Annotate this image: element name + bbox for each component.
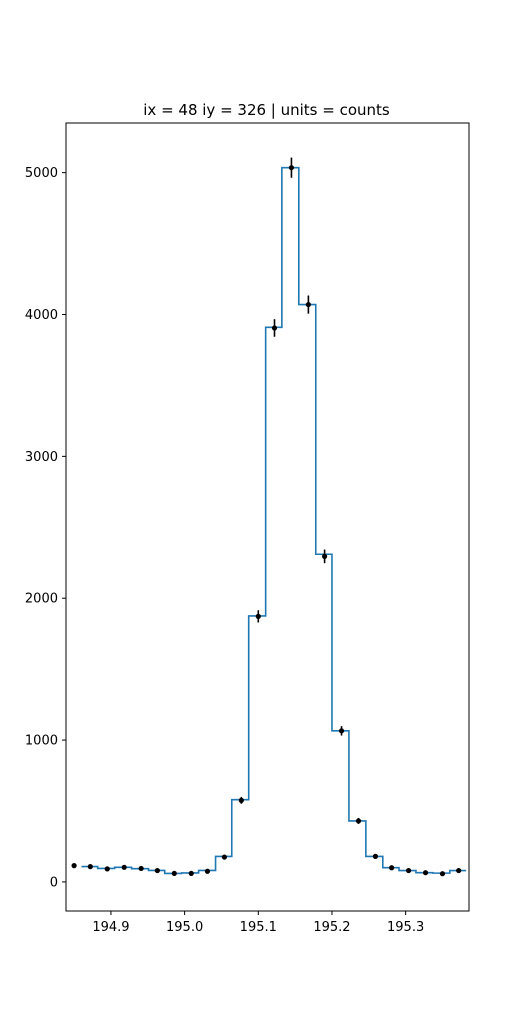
- data-point: [204, 868, 211, 874]
- data-point: [271, 325, 278, 331]
- data-point: [104, 866, 110, 872]
- data-point: [87, 863, 93, 870]
- data-point: [238, 797, 244, 803]
- y-tick-label: 1000: [25, 734, 58, 749]
- plot-area: [66, 123, 469, 911]
- data-point: [372, 853, 379, 859]
- data-point: [171, 870, 177, 877]
- data-point: [355, 818, 362, 824]
- x-axis: 194.9 195.0 195.1 195.2 195.3: [92, 911, 424, 935]
- y-tick-label: 2000: [25, 592, 58, 607]
- data-point: [255, 613, 261, 619]
- data-point: [221, 854, 228, 860]
- data-point: [439, 871, 446, 877]
- y-tick-label: 0: [50, 875, 58, 890]
- x-tick-label: 195.2: [313, 920, 350, 935]
- data-point: [422, 870, 429, 876]
- data-point: [305, 301, 311, 308]
- x-tick-label: 195.1: [240, 920, 277, 935]
- data-point: [138, 865, 144, 872]
- y-tick-label: 5000: [25, 166, 58, 181]
- x-tick-label: 194.9: [92, 920, 129, 935]
- chart-title: ix = 48 iy = 326 | units = counts: [143, 101, 390, 119]
- data-point: [456, 867, 462, 874]
- data-points-group: [71, 157, 462, 877]
- data-point: [154, 867, 160, 874]
- data-point: [321, 553, 328, 559]
- x-tick-label: 195.3: [387, 920, 424, 935]
- data-point: [338, 728, 345, 734]
- data-point: [121, 864, 127, 870]
- data-point: [188, 870, 194, 877]
- x-tick-label: 195.0: [166, 920, 203, 935]
- plot-frame: [65, 122, 470, 912]
- data-point: [288, 165, 295, 171]
- data-point: [389, 865, 395, 871]
- y-tick-label: 3000: [25, 450, 58, 465]
- y-axis: 0 1000 2000 3000 4000 5000: [25, 166, 66, 890]
- data-point: [71, 863, 77, 869]
- data-point: [405, 867, 412, 874]
- y-tick-label: 4000: [25, 308, 58, 323]
